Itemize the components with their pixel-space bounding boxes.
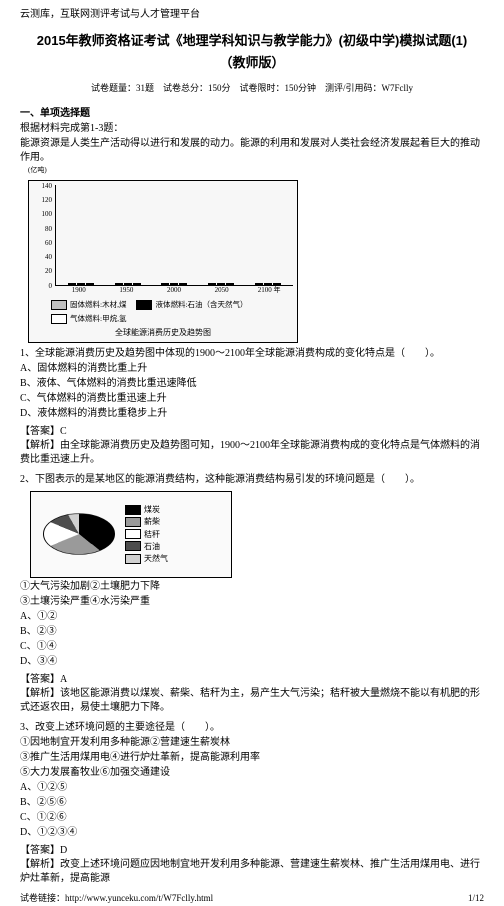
legend-solid-label: 固体燃料:木材,煤 <box>70 300 126 311</box>
legend-gas-label: 气体燃料:甲烷,氢 <box>70 314 126 325</box>
chart-unit: (亿吨) <box>28 166 484 176</box>
q2-notes1: ①大气污染加剧②土壤肥力下降 <box>20 580 484 594</box>
q3-choice-b: B、②⑤⑥ <box>20 796 484 810</box>
q1-answer: 【答案】C <box>20 425 484 439</box>
pie-chart: 煤炭薪柴秸秆石油天然气 <box>30 491 232 578</box>
page-header: 云测库，互联网测评考试与人才管理平台 <box>20 8 484 22</box>
q3-line1: ①因地制宜开发利用多种能源②营建速生薪炭林 <box>20 736 484 750</box>
q3-line2: ③推广生活用煤用电④进行炉灶革新，提高能源利用率 <box>20 751 484 765</box>
q3-stem: 3、改变上述环境问题的主要途径是（ ）。 <box>20 721 484 735</box>
meta-score-label: 试卷总分： <box>163 83 208 93</box>
q1-choice-c: C、气体燃料的消费比重迅速上升 <box>20 392 484 406</box>
footer-page: 1/12 <box>468 892 484 905</box>
q2-choice-a: A、①② <box>20 610 484 624</box>
q2-choice-b: B、②③ <box>20 625 484 639</box>
q1-choice-d: D、液体燃料的消费比重稳步上升 <box>20 407 484 421</box>
q3-line3: ⑤大力发展畜牧业⑥加强交通建设 <box>20 766 484 780</box>
q3-answer: 【答案】D <box>20 844 484 858</box>
footer-link-label: 试卷链接： <box>20 893 65 903</box>
legend-gas: 气体燃料:甲烷,氢 <box>51 314 126 325</box>
meta-time-value: 150分钟 <box>285 83 317 93</box>
meta-count-value: 31题 <box>136 83 154 93</box>
q2-answer: 【答案】A <box>20 673 484 687</box>
q1-explanation: 【解析】由全球能源消费历史及趋势图可知，1900～2100年全球能源消费构成的变… <box>20 439 484 467</box>
meta-code-label: 测评/引用码： <box>325 83 382 93</box>
exam-subtitle: （教师版） <box>20 54 484 72</box>
exam-meta: 试卷题量：31题 试卷总分：150分 试卷限时：150分钟 测评/引用码：W7F… <box>20 82 484 95</box>
exam-title: 2015年教师资格证考试《地理学科知识与教学能力》(初级中学)模拟试题(1) <box>20 32 484 50</box>
meta-score-value: 150分 <box>208 83 231 93</box>
q3-explanation: 【解析】改变上述环境问题应因地制宜地开发利用多种能源、营建速生薪炭林、推广生活用… <box>20 858 484 886</box>
q2-stem: 2、下图表示的是某地区的能源消费结构，这种能源消费结构易引发的环境问题是（ ）。 <box>20 473 484 487</box>
meta-code-value: W7Fclly <box>382 83 414 93</box>
q3-choice-d: D、①②③④ <box>20 826 484 840</box>
material-intro2: 能源资源是人类生产活动得以进行和发展的动力。能源的利用和发展对人类社会经济发展起… <box>20 137 484 165</box>
chart-caption: 全球能源消费历史及趋势图 <box>33 327 293 338</box>
q2-notes2: ③土壤污染严重④水污染严重 <box>20 595 484 609</box>
section-head: 一、单项选择题 <box>20 107 484 121</box>
meta-count-label: 试卷题量： <box>91 83 136 93</box>
meta-time-label: 试卷限时： <box>240 83 285 93</box>
q3-choice-c: C、①②⑥ <box>20 811 484 825</box>
legend-solid: 固体燃料:木材,煤 <box>51 300 126 311</box>
material-intro1: 根据材料完成第1-3题： <box>20 122 484 136</box>
q2-choice-d: D、③④ <box>20 655 484 669</box>
q1-choice-b: B、液体、气体燃料的消费比重迅速降低 <box>20 377 484 391</box>
legend-liquid: 液体燃料:石油（含天然气） <box>136 300 247 311</box>
q1-stem: 1、全球能源消费历史及趋势图中体现的1900～2100年全球能源消费构成的变化特… <box>20 347 484 361</box>
q2-explanation: 【解析】该地区能源消费以煤炭、薪柴、秸秆为主，易产生大气污染；秸秆被大量燃烧不能… <box>20 687 484 715</box>
bar-chart: 140120100806040200 19001950200020502100 … <box>28 180 298 343</box>
q2-choice-c: C、①④ <box>20 640 484 654</box>
q3-choice-a: A、①②⑤ <box>20 781 484 795</box>
footer-link-url: http://www.yunceku.com/t/W7Fclly.html <box>65 893 213 903</box>
footer-left: 试卷链接：http://www.yunceku.com/t/W7Fclly.ht… <box>20 892 213 905</box>
q1-choice-a: A、固体燃料的消费比重上升 <box>20 362 484 376</box>
legend-liquid-label: 液体燃料:石油（含天然气） <box>155 300 247 311</box>
